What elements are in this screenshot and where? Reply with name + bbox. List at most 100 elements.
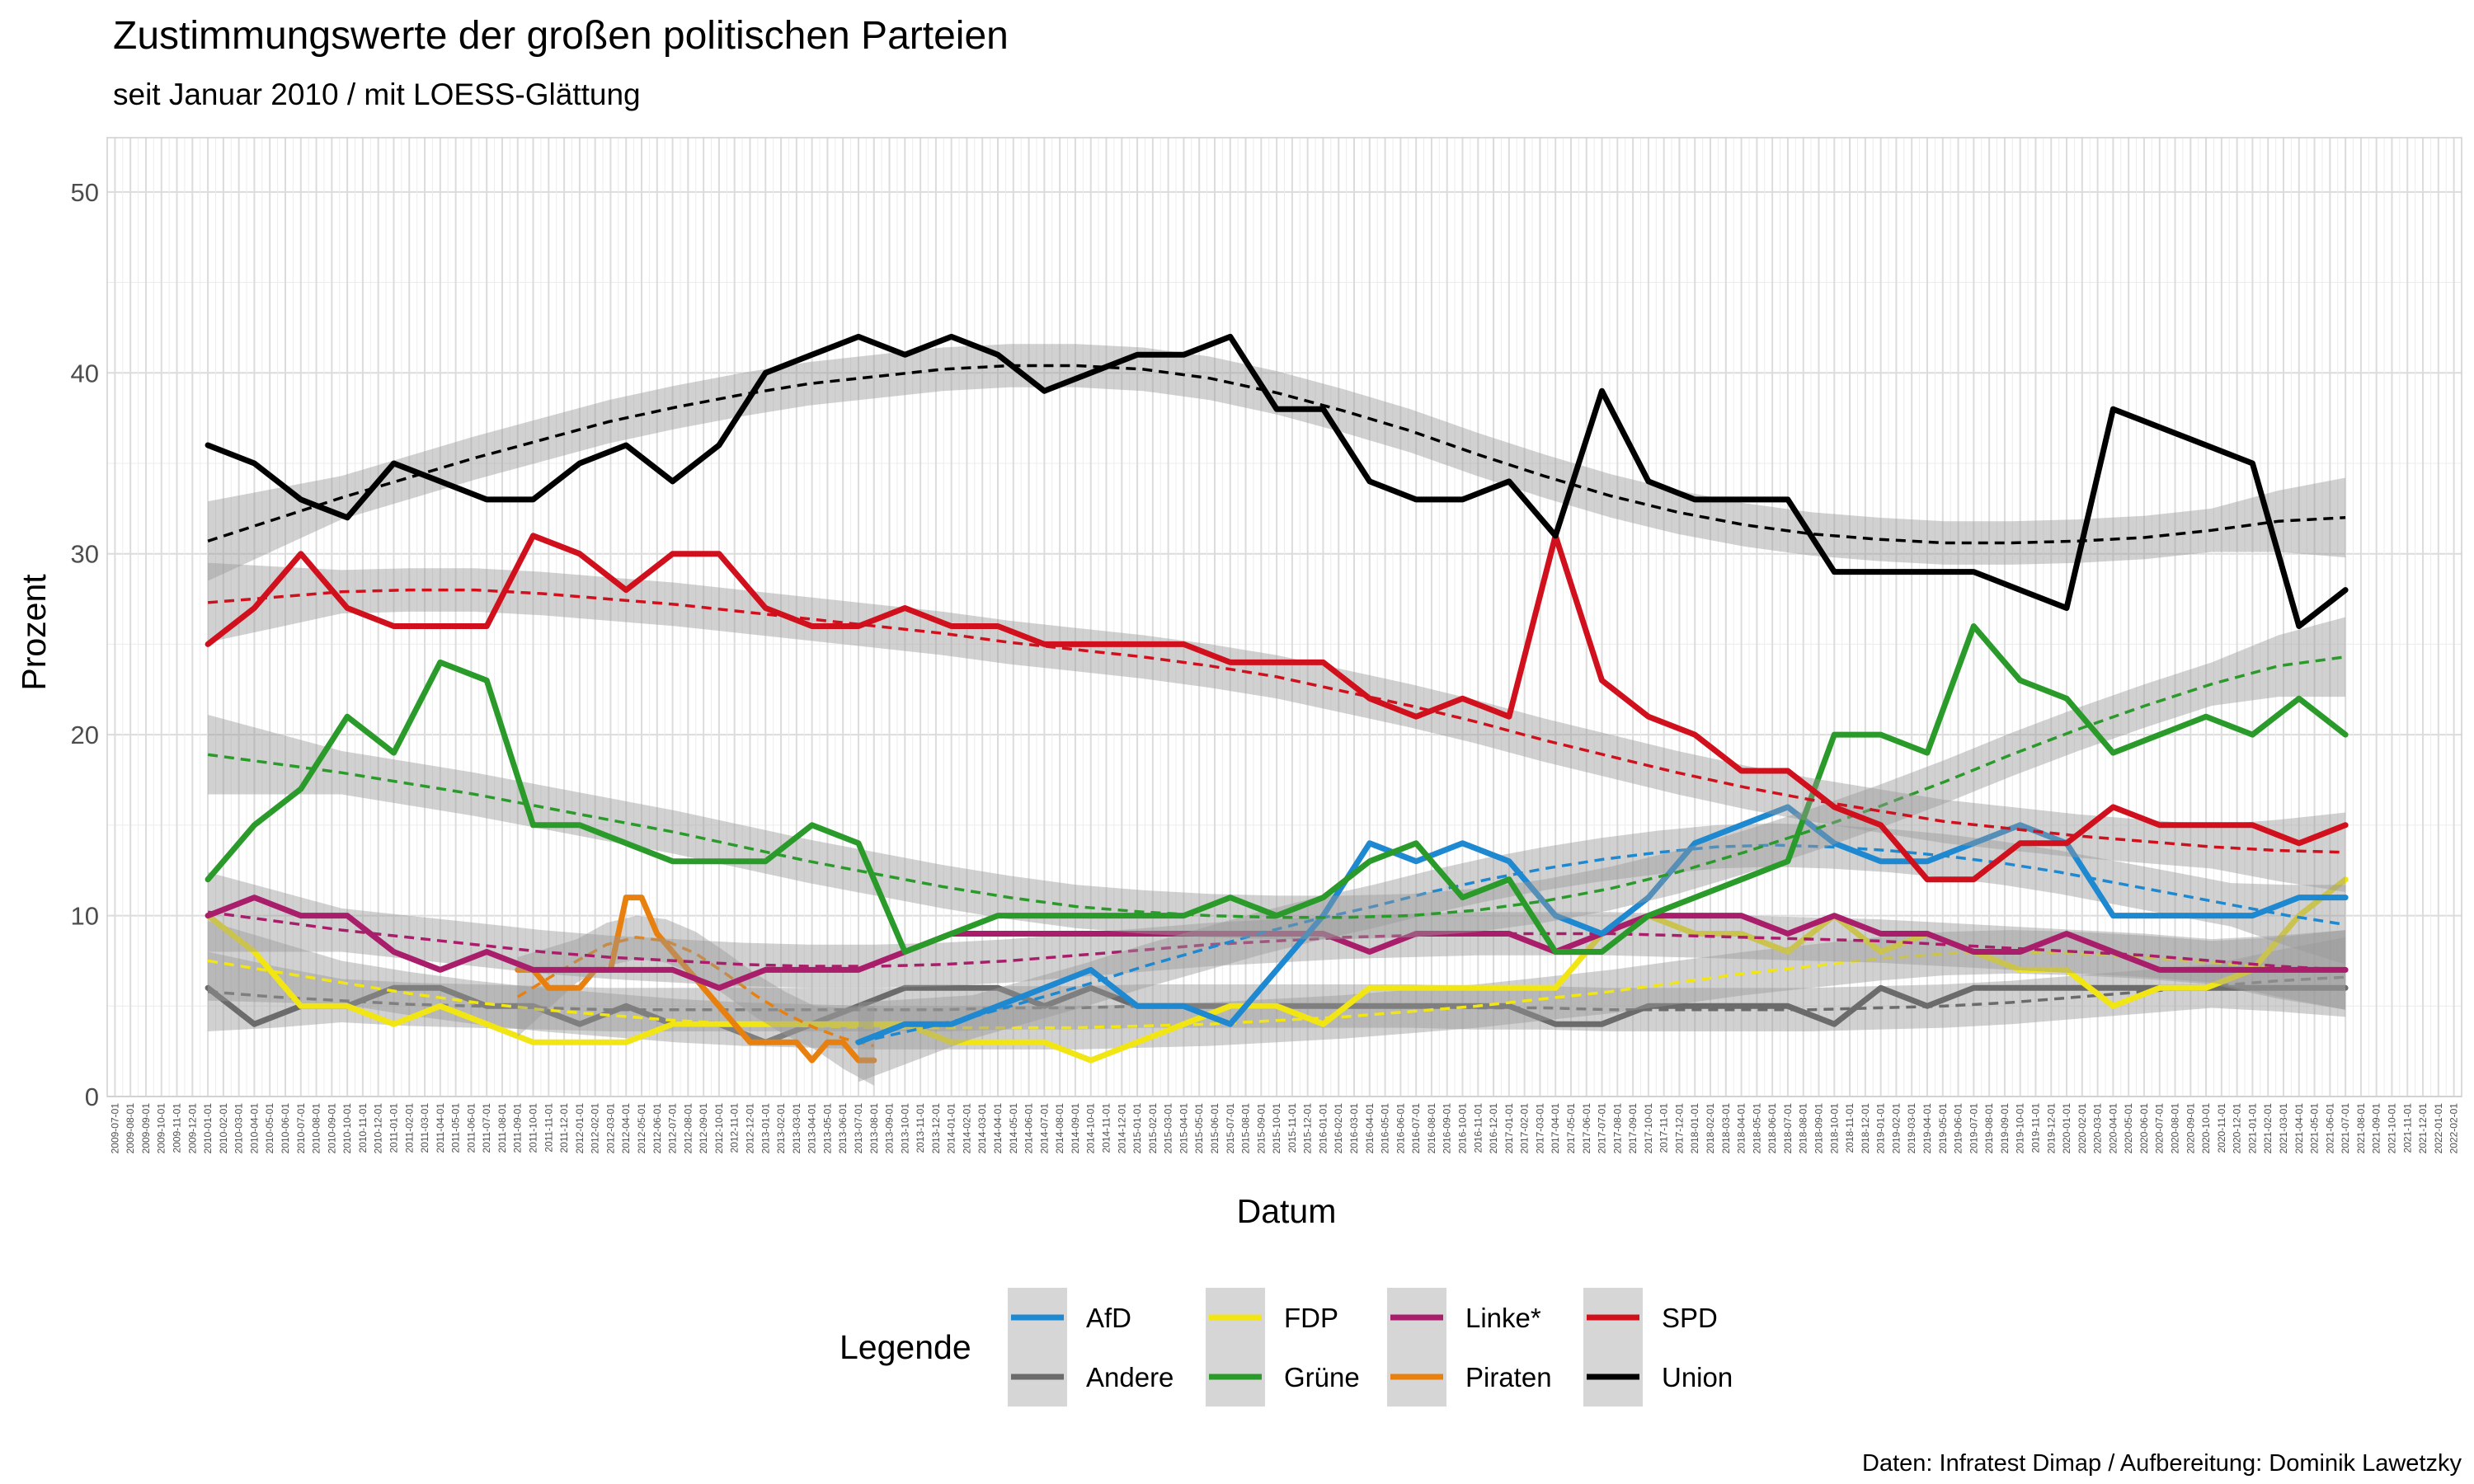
x-tick-label: 2021-01-01 <box>2246 1103 2258 1154</box>
x-tick-label: 2022-02-01 <box>2448 1103 2460 1154</box>
x-tick-label: 2016-09-01 <box>1442 1103 1453 1154</box>
x-tick-label: 2018-03-01 <box>1720 1103 1732 1154</box>
series-gruene <box>205 617 2349 955</box>
x-tick-label: 2017-09-01 <box>1627 1103 1639 1154</box>
x-tick-label: 2013-04-01 <box>807 1103 818 1154</box>
x-tick-label: 2021-10-01 <box>2386 1103 2397 1154</box>
x-tick-label: 2013-01-01 <box>760 1103 771 1154</box>
x-tick-label: 2021-02-01 <box>2262 1103 2274 1154</box>
x-tick-label: 2010-05-01 <box>264 1103 275 1154</box>
series-afd <box>855 804 2349 1082</box>
confidence-band <box>208 937 2346 1031</box>
x-tick-label: 2012-05-01 <box>636 1103 647 1154</box>
data-line <box>205 623 2349 955</box>
x-tick-label: 2017-12-01 <box>1673 1103 1685 1154</box>
x-tick-label: 2019-12-01 <box>2045 1103 2057 1154</box>
legend-item-linke: Linke* <box>1387 1288 1541 1347</box>
x-tick-label: 2014-01-01 <box>946 1103 957 1154</box>
x-tick-label: 2011-09-01 <box>512 1103 524 1153</box>
data-line <box>205 533 2349 883</box>
x-tick-label: 2017-11-01 <box>1658 1103 1670 1153</box>
y-tick-label: 10 <box>71 902 99 931</box>
loess-line <box>207 975 2346 1012</box>
loess-line <box>207 588 2346 854</box>
x-tick-label: 2013-12-01 <box>930 1103 942 1154</box>
x-tick-label: 2017-01-01 <box>1503 1103 1515 1154</box>
y-tick-label: 30 <box>71 540 99 569</box>
x-tick-label: 2015-01-01 <box>1131 1103 1143 1154</box>
x-tick-label: 2013-06-01 <box>837 1103 849 1154</box>
x-tick-label: 2021-03-01 <box>2278 1103 2289 1154</box>
x-tick-label: 2017-06-01 <box>1581 1103 1592 1154</box>
x-tick-label: 2021-08-01 <box>2355 1103 2367 1154</box>
legend-item-andere: Andere <box>1008 1347 1174 1407</box>
x-tick-label: 2017-10-01 <box>1643 1103 1654 1154</box>
x-tick-label: 2009-12-01 <box>186 1103 198 1154</box>
x-tick-label: 2015-10-01 <box>1271 1103 1282 1154</box>
x-axis-title: Datum <box>1237 1192 1337 1230</box>
confidence-band <box>208 921 2346 1050</box>
x-tick-label: 2009-09-01 <box>140 1103 152 1154</box>
x-tick-label: 2019-03-01 <box>1906 1103 1917 1154</box>
loess-line <box>516 936 875 1048</box>
x-tick-label: 2012-01-01 <box>574 1103 586 1154</box>
x-tick-label: 2009-11-01 <box>172 1103 183 1153</box>
x-tick-label: 2011-05-01 <box>450 1103 462 1153</box>
x-tick-label: 2016-11-01 <box>1472 1103 1484 1153</box>
x-tick-label: 2016-08-01 <box>1426 1103 1437 1154</box>
legend: Legende AfD Andere FDP Grüne Linke* Piraten SP… <box>840 1288 1733 1407</box>
x-tick-label: 2015-06-01 <box>1209 1103 1221 1154</box>
x-tick-label: 2020-09-01 <box>2185 1103 2196 1154</box>
x-tick-label: 2014-10-01 <box>1085 1103 1097 1154</box>
x-tick-label: 2021-09-01 <box>2371 1103 2382 1154</box>
x-tick-label: 2018-02-01 <box>1705 1103 1716 1154</box>
x-tick-label: 2014-11-01 <box>1100 1103 1112 1153</box>
x-tick-label: 2010-06-01 <box>280 1103 291 1154</box>
x-tick-label: 2019-06-01 <box>1953 1103 1964 1154</box>
x-tick-label: 2009-10-01 <box>156 1103 167 1154</box>
x-tick-label: 2019-07-01 <box>1968 1103 1979 1154</box>
confidence-band <box>208 344 2346 581</box>
x-tick-label: 2012-09-01 <box>698 1103 709 1154</box>
x-tick-label: 2012-02-01 <box>590 1103 601 1154</box>
legend-label: Piraten <box>1465 1362 1552 1392</box>
x-tick-label: 2009-07-01 <box>109 1103 120 1154</box>
x-tick-label: 2016-04-01 <box>1364 1103 1376 1154</box>
x-tick-label: 2018-07-01 <box>1782 1103 1794 1154</box>
legend-item-union: Union <box>1583 1347 1733 1407</box>
x-tick-label: 2015-05-01 <box>1193 1103 1205 1154</box>
x-tick-label: 2015-04-01 <box>1178 1103 1189 1154</box>
x-tick-label: 2009-08-01 <box>125 1103 136 1154</box>
x-tick-label: 2018-01-01 <box>1689 1103 1700 1154</box>
x-tick-label: 2021-05-01 <box>2309 1103 2321 1154</box>
y-tick-label: 40 <box>71 359 99 387</box>
x-tick-label: 2020-08-01 <box>2170 1103 2181 1154</box>
x-tick-label: 2022-01-01 <box>2433 1103 2444 1154</box>
x-tick-label: 2020-11-01 <box>2216 1103 2227 1153</box>
x-tick-label: 2012-03-01 <box>604 1103 616 1154</box>
y-tick-label: 50 <box>71 178 99 207</box>
x-tick-label: 2020-04-01 <box>2107 1103 2119 1154</box>
legend-label: Andere <box>1086 1362 1174 1392</box>
x-tick-label: 2021-11-01 <box>2401 1103 2413 1153</box>
x-tick-label: 2011-11-01 <box>543 1103 554 1153</box>
loess-line <box>207 364 2346 545</box>
x-tick-label: 2021-04-01 <box>2293 1103 2305 1154</box>
loess-line <box>207 655 2346 919</box>
y-tick-label: 20 <box>71 721 99 749</box>
x-tick-label: 2011-10-01 <box>528 1103 539 1153</box>
x-tick-label: 2014-08-01 <box>1054 1103 1065 1154</box>
x-tick-label: 2013-03-01 <box>791 1103 802 1154</box>
x-tick-label: 2012-11-01 <box>729 1103 741 1153</box>
x-tick-label: 2019-10-01 <box>2015 1103 2026 1154</box>
x-tick-label: 2018-09-01 <box>1813 1103 1825 1154</box>
confidence-band <box>208 562 2346 892</box>
chart-subtitle: seit Januar 2010 / mit LOESS-Glättung <box>113 77 641 111</box>
legend-label: Linke* <box>1465 1303 1541 1333</box>
series-linke <box>205 871 2349 1010</box>
x-tick-label: 2019-01-01 <box>1875 1103 1887 1154</box>
x-tick-label: 2018-04-01 <box>1736 1103 1747 1154</box>
x-tick-label: 2010-01-01 <box>202 1103 214 1154</box>
x-tick-label: 2013-10-01 <box>899 1103 910 1154</box>
y-tick-label: 0 <box>85 1082 99 1111</box>
